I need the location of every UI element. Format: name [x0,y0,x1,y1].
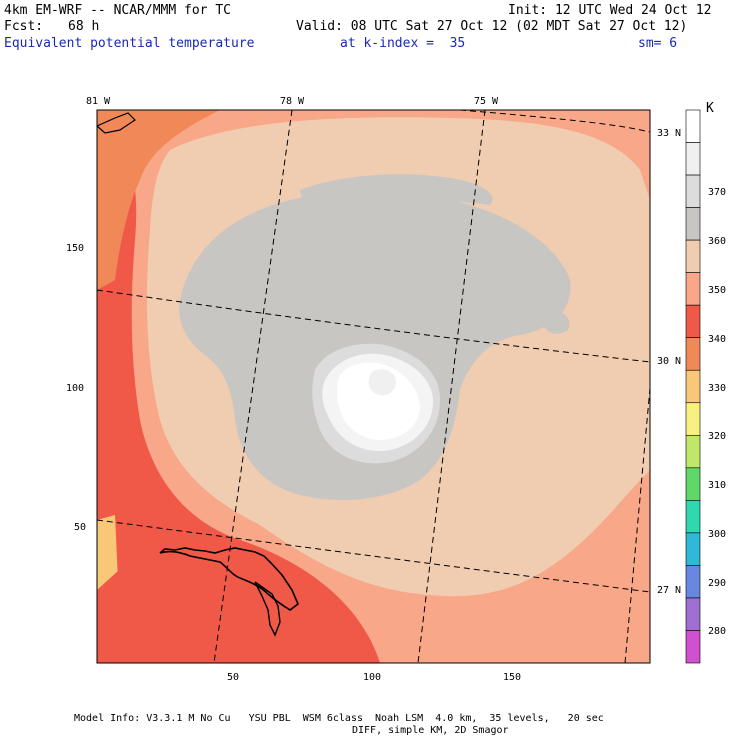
colorbar-swatch [685,272,701,306]
colorbar-swatch [685,434,701,469]
colorbar-swatch [685,467,701,501]
colorbar-label: 340 [708,333,727,345]
colorbar-label: 350 [708,284,727,296]
temperature-field [97,110,650,663]
forecast-hours: 68 h [68,19,100,34]
colorbar-swatch [685,337,701,371]
init-time: Init: 12 UTC Wed 24 Oct 12 [508,3,712,18]
model-info-diffusion: DIFF, simple KM, 2D Smagor [352,725,509,736]
colorbar-swatch [685,630,701,664]
colorbar-swatch [685,142,701,176]
colorbar-label: 280 [708,626,727,638]
colorbar-swatch [685,109,701,143]
lat-label-33n: 33 N [657,128,682,139]
colorbar-swatch [685,402,701,436]
colorbar-swatch [685,369,701,404]
field-name: Equivalent potential temperature [4,36,255,51]
colorbar-label: 320 [708,431,727,443]
colorbar-swatch [685,174,701,208]
lat-label-30n: 30 N [657,356,682,367]
colorbar-label: 330 [708,382,727,394]
colorbar-label: 300 [708,528,727,540]
colorbar-swatch [685,532,701,566]
colorbar-unit: K [706,101,714,116]
colorbar-label: 360 [708,236,727,248]
smoothing-value: sm= 6 [638,36,678,51]
lat-label-27n: 27 N [657,585,682,596]
colorbar-label: 310 [708,480,727,492]
x-tick-100: 100 [363,672,382,683]
lon-label-75w: 75 W [474,96,499,107]
colorbar-swatch [685,207,701,241]
colorbar-swatch [685,304,701,339]
colorbar-swatch [685,500,701,534]
y-tick-50: 50 [74,522,87,533]
y-tick-150: 150 [66,243,85,254]
colorbar-label: 290 [708,577,727,589]
x-tick-50: 50 [227,672,240,683]
colorbar-swatch [685,565,701,599]
level-index: at k-index = 35 [340,36,466,51]
model-info: Model Info: V3.3.1 M No Cu YSU PBL WSM 6… [74,713,604,724]
valid-time: Valid: 08 UTC Sat 27 Oct 12 (02 MDT Sat … [296,19,688,34]
lon-label-78w: 78 W [280,96,305,107]
colorbar-swatch [685,239,701,273]
colorbar-label: 370 [708,187,727,199]
y-tick-100: 100 [66,383,85,394]
lon-label-81w: 81 W [86,96,111,107]
colorbar-swatch [685,597,701,631]
forecast-label: Fcst: [4,19,44,34]
x-tick-150: 150 [503,672,522,683]
model-title: 4km EM-WRF -- NCAR/MMM for TC [4,3,231,18]
colorbar [685,109,701,664]
